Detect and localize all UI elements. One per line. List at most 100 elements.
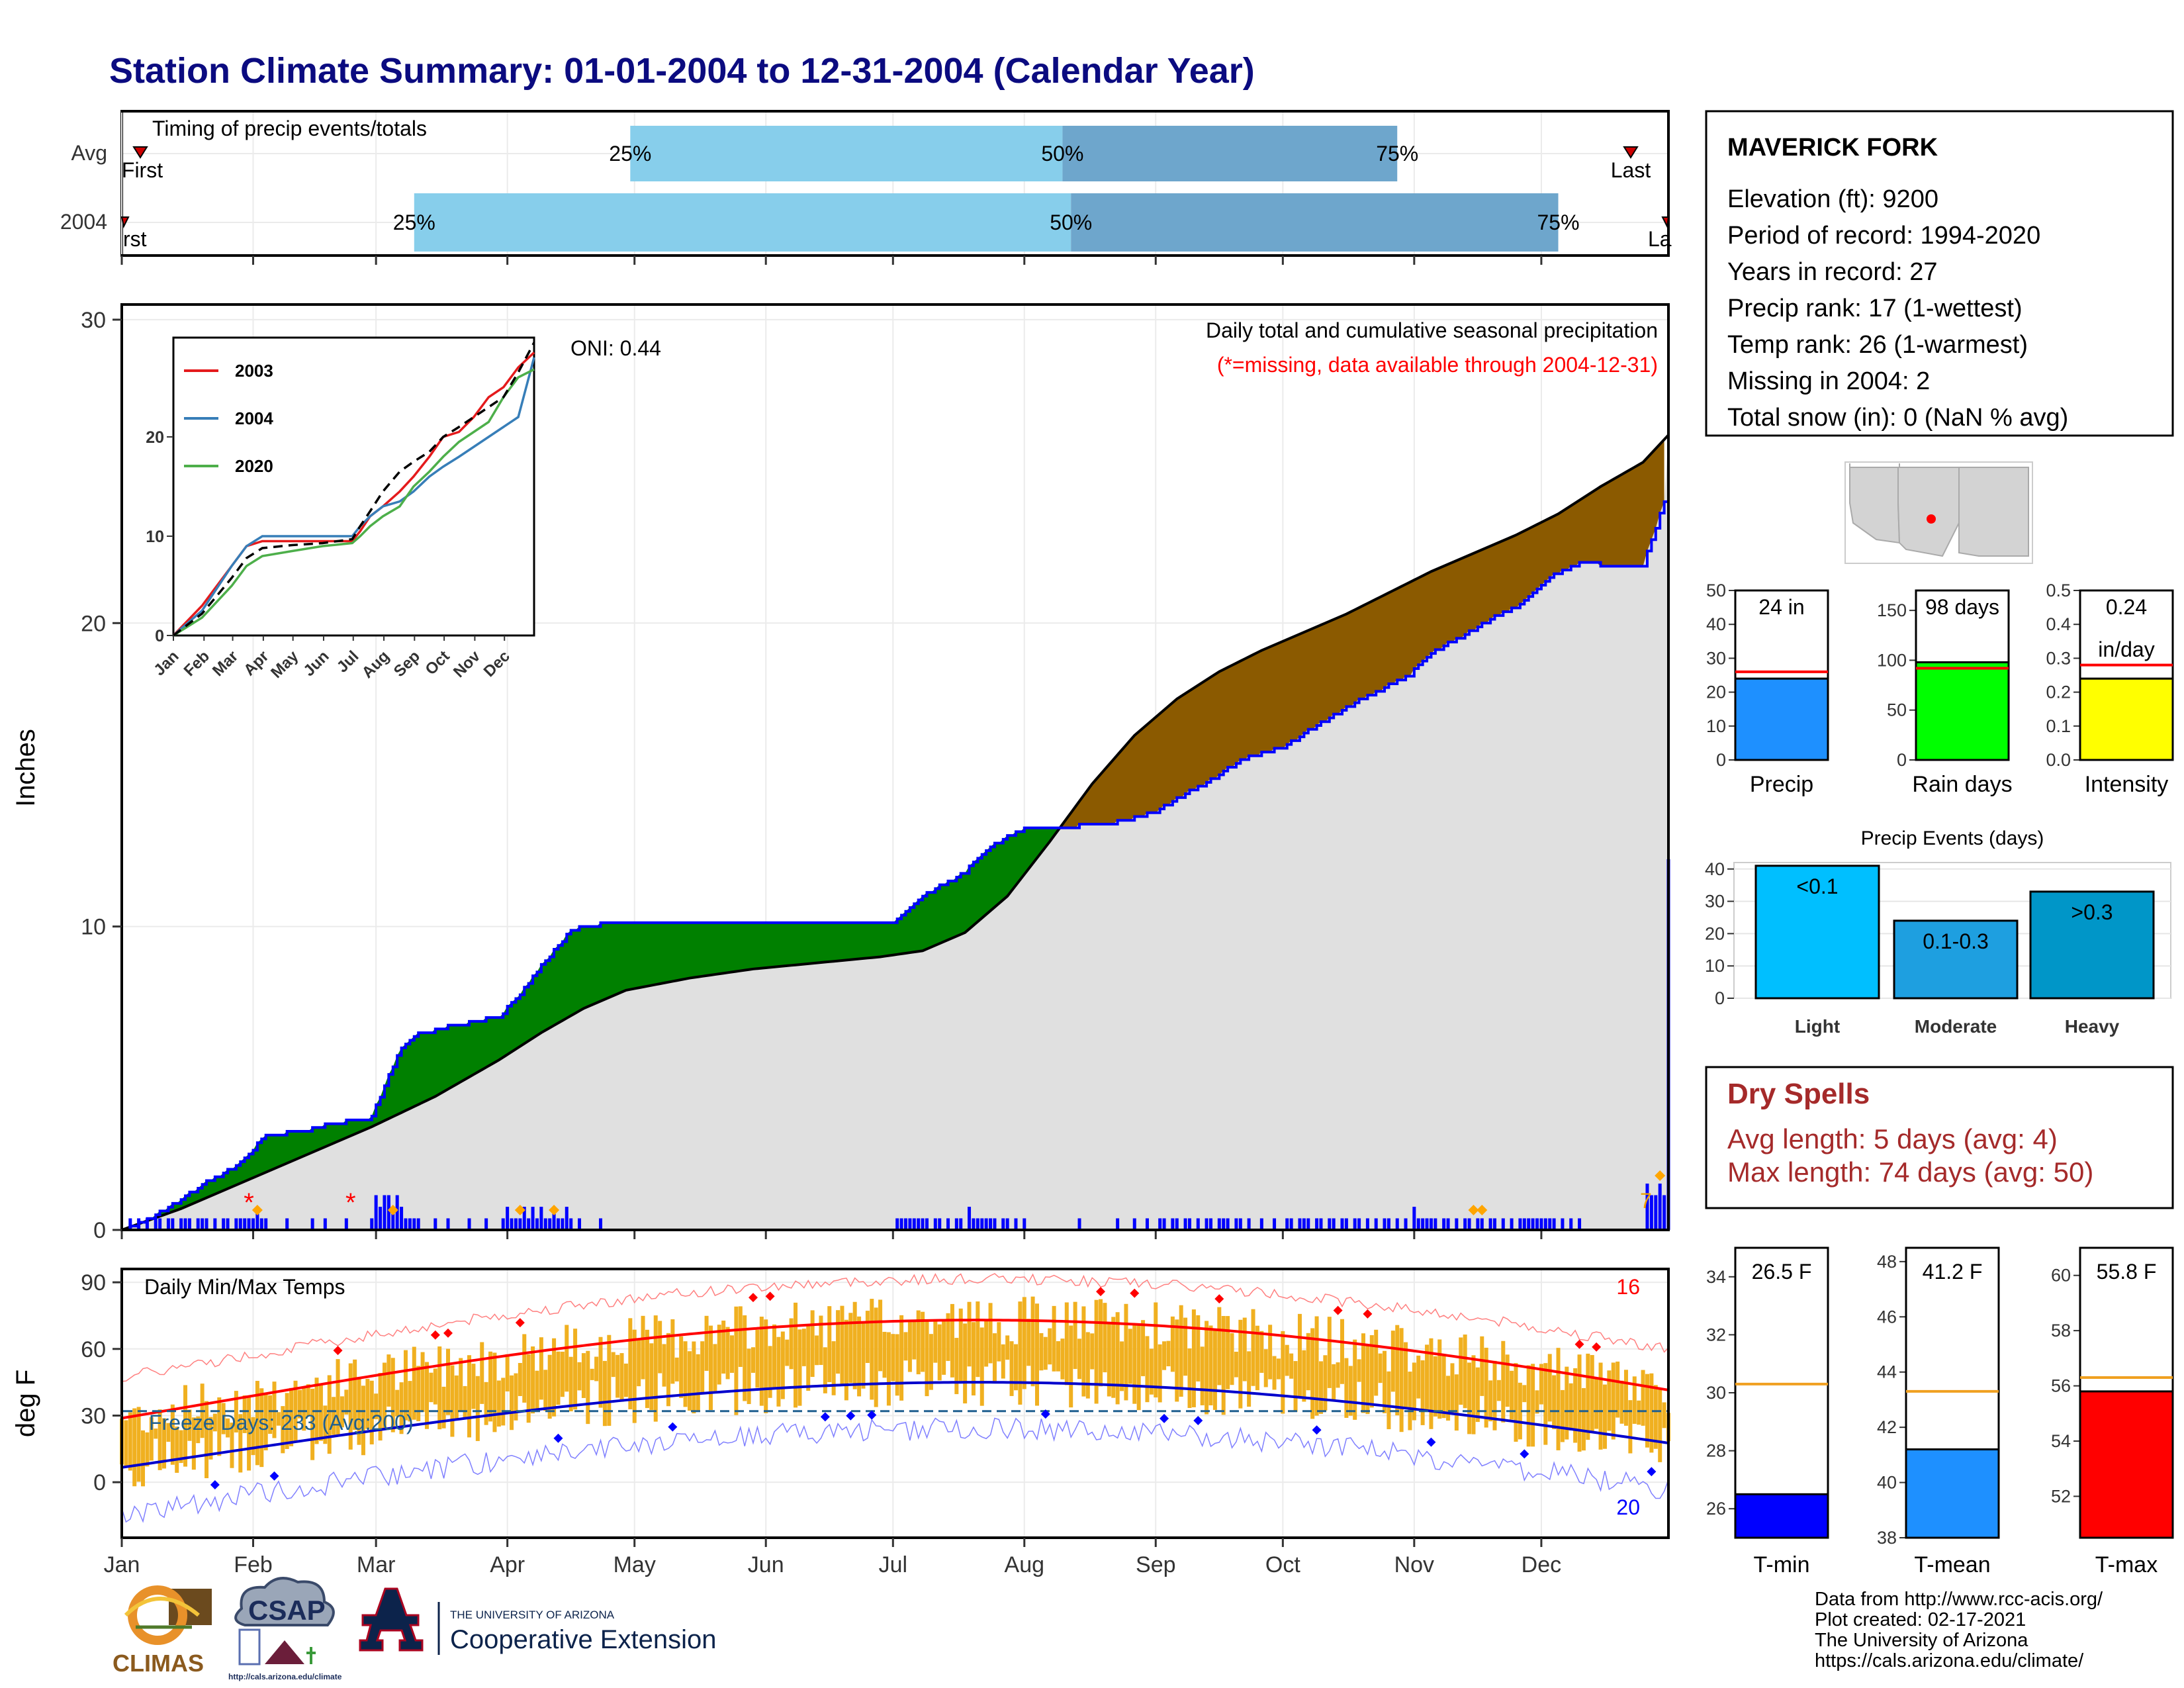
daily-precip-bar [1552, 1218, 1556, 1230]
temp-bar-tick-label: 42 [1877, 1417, 1897, 1437]
daily-temp-range-bar [1191, 1309, 1196, 1407]
record-low-marker [1520, 1449, 1529, 1459]
daily-precip-bar [917, 1218, 921, 1230]
daily-temp-range-bar [251, 1417, 255, 1456]
temp-ytick-label: 30 [81, 1403, 106, 1429]
daily-temp-range-bar [450, 1365, 455, 1437]
daily-precip-bar [1205, 1218, 1208, 1230]
month-label: Sep [1136, 1552, 1176, 1577]
daily-temp-range-bar [810, 1310, 815, 1378]
daily-precip-bar [1196, 1218, 1200, 1230]
daily-temp-range-bar [158, 1409, 162, 1470]
temp-bar-tick-label: 44 [1877, 1362, 1897, 1382]
daily-temp-range-bar [683, 1341, 688, 1407]
daily-temp-range-bar [1332, 1364, 1336, 1402]
temp-bar-label: T-max [2095, 1552, 2158, 1577]
daily-precip-bar [1328, 1218, 1332, 1230]
daily-temp-range-bar [1128, 1329, 1132, 1384]
daily-precip-bar [1273, 1218, 1277, 1230]
station-line: Temp rank: 26 (1-warmest) [1727, 331, 2028, 359]
daily-precip-bar [1005, 1218, 1009, 1230]
daily-temp-range-bar [501, 1378, 506, 1426]
daily-temp-range-bar [471, 1364, 476, 1409]
daily-temp-range-bar [1586, 1353, 1590, 1440]
daily-temp-range-bar [751, 1347, 756, 1373]
daily-temp-range-bar [967, 1301, 972, 1367]
daily-temp-range-bar [1374, 1329, 1379, 1396]
temp-bar-tick-label: 28 [1706, 1441, 1726, 1461]
daily-temp-range-bar [1416, 1355, 1421, 1399]
temp-bar-label: T-mean [1914, 1552, 1990, 1577]
climas-wordmark: CLIMAS [113, 1650, 204, 1677]
daily-temp-range-bar [729, 1335, 734, 1373]
daily-temp-range-bar [878, 1299, 883, 1372]
daily-temp-range-bar [1450, 1363, 1455, 1413]
daily-temp-range-bar [1073, 1301, 1077, 1370]
daily-temp-range-bar [323, 1405, 328, 1444]
daily-temp-range-bar [653, 1315, 658, 1422]
daily-precip-bar [467, 1218, 471, 1230]
daily-temp-range-bar [212, 1413, 217, 1432]
daily-temp-range-bar [136, 1407, 141, 1482]
daily-temp-range-bar [997, 1322, 1001, 1362]
daily-temp-range-bar [514, 1373, 518, 1421]
daily-temp-range-bar [1623, 1370, 1628, 1426]
summary-tick-label: 150 [1877, 600, 1907, 620]
daily-precip-bar [145, 1218, 149, 1230]
daily-temp-range-bar [124, 1420, 128, 1467]
daily-precip-bar [1234, 1218, 1238, 1230]
events-bar [1893, 919, 2019, 1000]
daily-temp-range-bar [1645, 1374, 1649, 1448]
daily-precip-bar [183, 1218, 187, 1230]
daily-temp-range-bar [1048, 1328, 1052, 1365]
last-event-marker [1623, 146, 1639, 159]
summary-tick-label: 30 [1706, 648, 1726, 668]
daily-temp-range-bar [395, 1389, 400, 1417]
record-low-marker [1426, 1437, 1436, 1447]
daily-temp-range-bar [255, 1381, 259, 1466]
daily-temp-range-bar [865, 1311, 870, 1364]
first-event-marker [132, 146, 148, 159]
daily-temp-range-bar [1034, 1303, 1039, 1406]
daily-precip-bar [1492, 1218, 1496, 1230]
daily-temp-range-bar [1573, 1368, 1578, 1443]
daily-precip-bar [908, 1218, 912, 1230]
missing-data-marker: * [244, 1188, 254, 1217]
daily-temp-range-bar [1607, 1370, 1612, 1431]
daily-precip-bar [556, 1218, 560, 1230]
daily-temp-range-bar [789, 1318, 794, 1370]
daily-temp-range-bar [641, 1315, 645, 1380]
credits: Data from http://www.rcc-acis.org/ Plot … [1815, 1589, 2103, 1671]
daily-temp-range-bar [539, 1337, 543, 1400]
daily-temp-range-bar [1344, 1358, 1349, 1418]
inset-average-line [172, 342, 535, 637]
daily-temp-range-bar [1637, 1400, 1641, 1425]
daily-temp-range-bar [1018, 1301, 1023, 1405]
daily-temp-range-bar [1404, 1342, 1408, 1408]
daily-precip-bar [1569, 1218, 1573, 1230]
daily-temp-range-bar [1302, 1350, 1306, 1402]
daily-temp-range-bar [547, 1354, 552, 1419]
daily-temp-range-bar [1556, 1348, 1561, 1450]
daily-temp-range-bar [183, 1385, 188, 1467]
daily-temp-range-bar [408, 1381, 412, 1422]
daily-temp-range-bar [535, 1370, 539, 1410]
daily-temp-range-bar [992, 1333, 997, 1382]
daily-temp-range-bar [1594, 1378, 1599, 1429]
daily-temp-range-bar [1433, 1356, 1437, 1417]
daily-precip-bar [158, 1218, 162, 1230]
daily-temp-range-bar [1496, 1380, 1501, 1401]
daily-precip-bar [446, 1218, 450, 1230]
daily-temp-range-bar [518, 1362, 522, 1396]
daily-precip-bar [1561, 1218, 1565, 1230]
events-bar [2029, 890, 2155, 1000]
daily-temp-range-bar [1085, 1332, 1090, 1399]
timing-bar-25-50 [630, 126, 1063, 181]
summary-tick-label: 10 [1706, 716, 1726, 736]
daily-temp-range-bar [776, 1336, 781, 1407]
record-low-marker [1160, 1413, 1169, 1423]
daily-temp-range-bar [1124, 1303, 1128, 1401]
daily-temp-range-bar [870, 1299, 874, 1400]
daily-temp-range-bar [1327, 1317, 1332, 1388]
daily-precip-bar [187, 1218, 191, 1230]
